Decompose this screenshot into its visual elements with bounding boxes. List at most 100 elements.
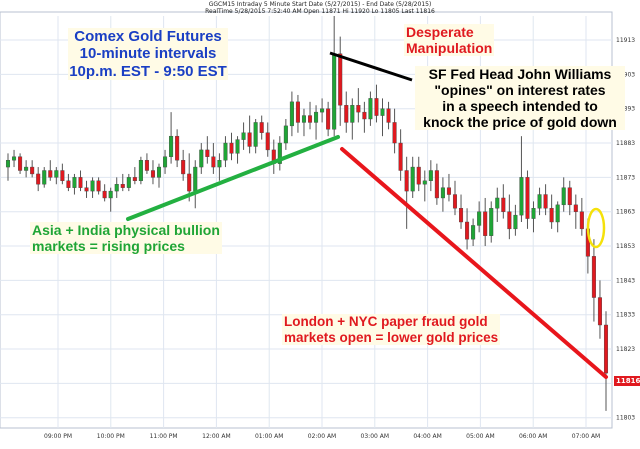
candle-body (531, 208, 536, 219)
candle-body (332, 53, 337, 130)
candle-body (66, 180, 71, 188)
x-axis-ticks: 09:00 PM 10:00 PM 11:00 PM 12:00 AM 01:00 AM… (44, 433, 600, 440)
candle-body (90, 180, 95, 192)
y-tick-label: 11893 (616, 106, 635, 113)
candle-body (114, 184, 119, 192)
candle-body (259, 122, 264, 133)
candle-body (96, 180, 101, 192)
candle-body (338, 53, 343, 106)
candle-body (18, 156, 23, 171)
x-tick-label: 06:00 AM (519, 433, 547, 440)
y-tick-label: 11873 (616, 174, 635, 181)
trend-line-down (340, 147, 608, 379)
candle-body (489, 208, 494, 236)
candle-body (72, 177, 77, 188)
candle-body (483, 211, 488, 236)
candle-body (78, 177, 83, 188)
candle-body (567, 187, 572, 206)
annotation-asia-india: Asia + India physical bullion markets = … (30, 222, 222, 255)
candle-body (392, 122, 397, 144)
y-tick-label: 11913 (616, 37, 635, 44)
candle-body (48, 170, 53, 178)
candle-body (126, 177, 131, 188)
candle-body (211, 156, 216, 168)
candle-body (235, 139, 240, 154)
candle-body (398, 142, 403, 171)
candle-body (591, 256, 596, 298)
y-tick-label: 11883 (616, 140, 635, 147)
candle-body (525, 177, 530, 219)
y-tick-label: 11843 (616, 277, 635, 284)
candle-body (434, 170, 439, 199)
candle-body (156, 166, 162, 178)
candle-body (229, 142, 234, 154)
candle-body (163, 156, 168, 168)
candle-body (205, 149, 210, 157)
last-price-badge: 11816 (614, 376, 640, 386)
candle-body (603, 324, 609, 374)
candle-body (477, 211, 482, 226)
x-tick-label: 11:00 PM (150, 433, 178, 440)
candle-body (465, 221, 470, 240)
candle-body (54, 170, 59, 178)
pointer-line (329, 51, 413, 82)
candle-body (452, 194, 458, 209)
candle-body (555, 204, 560, 223)
candle-body (150, 170, 155, 178)
highlight-ellipse (586, 207, 606, 249)
candle-body (102, 190, 107, 199)
y-tick-label: 11833 (616, 312, 635, 319)
candle-body (543, 194, 548, 209)
trend-line-up (126, 135, 340, 221)
candle-body (181, 159, 186, 175)
y-tick-label: 11823 (616, 346, 635, 353)
candle-body (446, 187, 451, 195)
candle-body (144, 159, 149, 171)
candle-body (410, 166, 415, 192)
candle-body (283, 125, 288, 144)
annotation-london-nyc: London + NYC paper fraud gold markets op… (282, 314, 501, 346)
candle-body (549, 208, 554, 223)
candle-body (308, 115, 313, 123)
candle-body (573, 204, 578, 212)
candle-body (175, 135, 180, 161)
annotation-desperate-manipulation: Desperate Manipulation (404, 24, 495, 57)
candle-body (36, 173, 41, 185)
candle-body (120, 184, 125, 188)
candle-body (537, 194, 542, 209)
candle-body (350, 105, 355, 123)
candle-body (42, 170, 47, 185)
candle-body (495, 197, 500, 209)
candle-body (404, 170, 409, 192)
candle-body (289, 101, 294, 127)
candle-body (344, 105, 349, 123)
candle-body (199, 149, 204, 168)
candle-body (579, 211, 584, 230)
annotation-comex: Comex Gold Futures 10-minute intervals 1… (68, 28, 228, 80)
candle-body (12, 156, 17, 161)
candle-body (416, 166, 421, 185)
candle-body (241, 132, 246, 140)
candle-body (193, 166, 198, 192)
candle-body (277, 142, 282, 164)
candle-body (597, 297, 602, 326)
candle-body (138, 159, 143, 181)
candle-body (223, 142, 228, 161)
candle-body (60, 170, 65, 182)
x-tick-label: 09:00 PM (44, 433, 72, 440)
chart-header-line2: RealTime 5/28/2015 7:52:40 AM Open 11871… (205, 8, 435, 15)
x-tick-label: 05:00 AM (466, 433, 494, 440)
x-tick-label: 10:00 PM (97, 433, 125, 440)
y-tick-label: 11853 (616, 243, 635, 250)
candle-body (314, 111, 319, 123)
candle-body (471, 225, 476, 240)
candle-body (84, 187, 89, 192)
candle-body (380, 108, 385, 116)
candle-body (301, 115, 306, 123)
candle-body (169, 135, 174, 157)
candle-body (326, 108, 331, 130)
candle-body (247, 132, 252, 147)
candle-body (356, 105, 361, 113)
x-tick-label: 12:00 AM (202, 433, 230, 440)
candle-body (561, 187, 566, 206)
